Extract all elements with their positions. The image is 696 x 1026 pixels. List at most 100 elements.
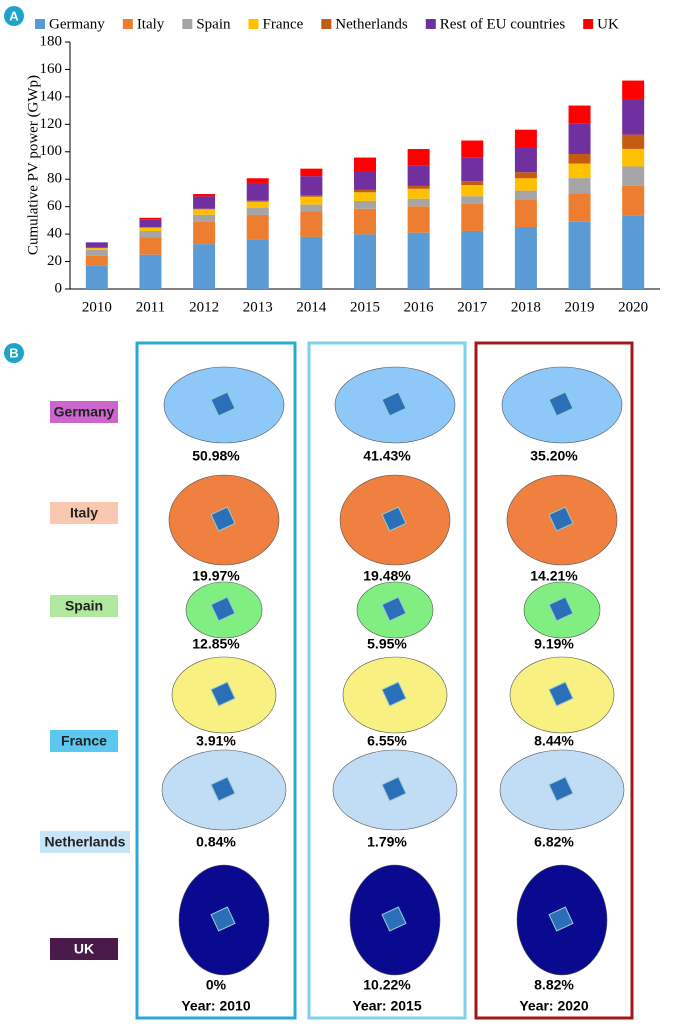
bar-segment (461, 140, 484, 158)
bar-segment (514, 199, 537, 227)
bar-segment (568, 193, 591, 222)
share-value: 5.95% (367, 636, 407, 652)
legend-label: Spain (196, 16, 231, 32)
share-value: 9.19% (534, 636, 574, 652)
y-tick-label: 20 (47, 253, 62, 269)
solar-panel (548, 776, 574, 802)
bar-segment (354, 189, 376, 193)
bar-segment (139, 219, 162, 228)
bar-segment (407, 165, 430, 186)
bar-segment (461, 196, 484, 204)
bar-segment (622, 215, 645, 289)
bar-segment (139, 254, 162, 289)
bar-segment (139, 217, 162, 220)
y-tick-label: 40 (47, 226, 62, 242)
bar-segment (568, 105, 591, 124)
solar-panel (548, 596, 574, 622)
bar-segment (407, 198, 430, 207)
solar-panel (210, 596, 236, 622)
bar-segment (568, 153, 591, 164)
bar-segment (85, 265, 108, 289)
solar-panel (210, 776, 236, 802)
x-tick-label: 2012 (189, 299, 219, 315)
bar-segment (193, 209, 216, 215)
y-axis-label: Cumulative PV power (GWp) (25, 75, 41, 255)
share-value: 14.21% (530, 568, 578, 584)
year-label: Year: 2015 (352, 998, 421, 1014)
solar-panel (381, 906, 407, 932)
bar-segment (193, 244, 216, 289)
bar-segment (246, 182, 269, 201)
solar-panel (210, 906, 236, 932)
panel-badge (4, 6, 24, 26)
country-label-box (50, 502, 118, 524)
solar-panel (210, 506, 236, 532)
y-tick-label: 160 (40, 61, 63, 77)
panel-label: A (9, 8, 19, 23)
y-tick-label: 140 (40, 88, 63, 104)
solar-panel (210, 391, 236, 417)
y-tick-label: 120 (40, 116, 63, 132)
country-label: Italy (70, 505, 98, 521)
bar-segment (407, 206, 430, 233)
country-label: France (61, 733, 107, 749)
bar-segment (246, 178, 269, 183)
y-tick-label: 100 (40, 143, 63, 159)
year-label: Year: 2010 (181, 998, 250, 1014)
bar-segment (622, 166, 645, 186)
bar-segment (300, 211, 323, 237)
legend-swatch (425, 19, 436, 29)
share-value: 3.91% (196, 733, 236, 749)
share-value: 6.82% (534, 834, 574, 850)
share-value: 0.84% (196, 834, 236, 850)
bar-segment (354, 234, 376, 289)
bar-segment (514, 172, 537, 179)
year-frame (307, 341, 467, 1020)
y-tick-label: 0 (55, 280, 63, 296)
y-tick-label: 80 (47, 171, 62, 187)
y-tick-label: 60 (47, 198, 62, 214)
bar-segment (354, 170, 376, 190)
bar-segment (407, 188, 430, 199)
x-tick-label: 2016 (404, 299, 435, 315)
legend-swatch (182, 19, 193, 29)
bar-segment (461, 203, 484, 231)
bar-segment (139, 237, 162, 255)
share-value: 6.55% (367, 733, 407, 749)
bar-segment (461, 181, 484, 186)
country-label-box (50, 595, 118, 617)
legend-label: Rest of EU countries (440, 16, 566, 32)
bar-segment (461, 185, 484, 197)
bar-segment (354, 157, 376, 171)
share-value: 0% (206, 977, 227, 993)
bar-segment (461, 157, 484, 182)
bar-segment (568, 221, 591, 289)
bar-segment (300, 204, 323, 212)
x-tick-label: 2014 (296, 299, 327, 315)
bar-segment (246, 214, 269, 240)
solar-panel (381, 776, 407, 802)
country-label-box (50, 730, 118, 752)
bar-segment (85, 248, 108, 250)
share-value: 19.48% (363, 568, 411, 584)
x-tick-label: 2011 (136, 299, 165, 315)
solar-panel (548, 391, 574, 417)
bar-segment (300, 176, 323, 196)
bar-segment (193, 221, 216, 245)
bar-segment (193, 196, 216, 209)
x-tick-label: 2015 (350, 299, 380, 315)
bar-segment (300, 236, 323, 289)
bar-segment (246, 208, 269, 215)
legend-swatch (122, 19, 133, 29)
country-label-box (50, 401, 118, 423)
bar-segment (568, 178, 591, 194)
share-value: 1.79% (367, 834, 407, 850)
share-value: 41.43% (363, 448, 411, 464)
legend-swatch (583, 19, 594, 29)
legend-label: Italy (137, 16, 165, 32)
x-tick-label: 2020 (618, 299, 648, 315)
share-value: 12.85% (192, 636, 240, 652)
solar-panel (548, 681, 574, 707)
share-value: 50.98% (192, 448, 240, 464)
bar-segment (354, 192, 376, 201)
